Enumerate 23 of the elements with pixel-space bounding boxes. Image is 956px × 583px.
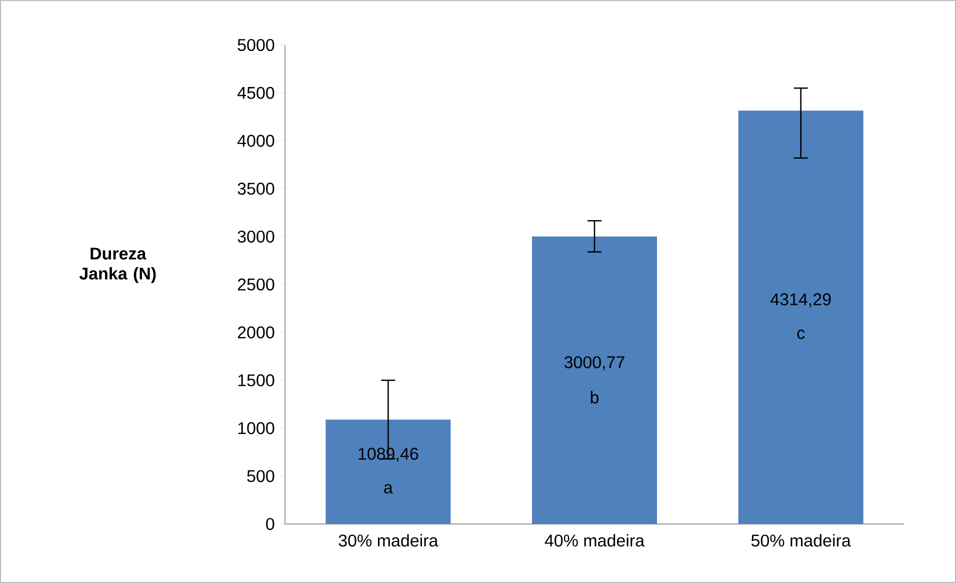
data-label: 3000,77 xyxy=(564,356,624,370)
y-tick-label: 4000 xyxy=(237,134,274,147)
y-tick-label: 3500 xyxy=(238,182,274,195)
bar xyxy=(326,420,451,524)
annotation: a xyxy=(384,484,393,494)
x-tick-label: 50% madeira xyxy=(751,534,851,547)
bar xyxy=(532,236,657,524)
y-axis-title: Dureza Janka (N) xyxy=(79,248,156,283)
y-tick-label: 2500 xyxy=(238,278,274,291)
y-tick-label: 500 xyxy=(247,470,274,482)
annotation: c xyxy=(797,330,805,339)
y-tick-label: 2000 xyxy=(238,326,274,338)
x-tick-label: 40% madeira xyxy=(544,534,645,547)
y-tick-label: 1000 xyxy=(238,422,274,434)
annotation: b xyxy=(590,391,599,404)
y-tick-label: 4500 xyxy=(237,86,274,99)
x-tick-label: 30% madeira xyxy=(338,534,438,547)
bar xyxy=(738,110,864,524)
y-tick-label: 5000 xyxy=(238,38,274,52)
data-label: 4314,29 xyxy=(770,293,831,308)
y-tick-label: 0 xyxy=(266,518,274,530)
y-tick-label: 3000 xyxy=(238,230,274,243)
y-tick-label: 1500 xyxy=(238,374,274,386)
